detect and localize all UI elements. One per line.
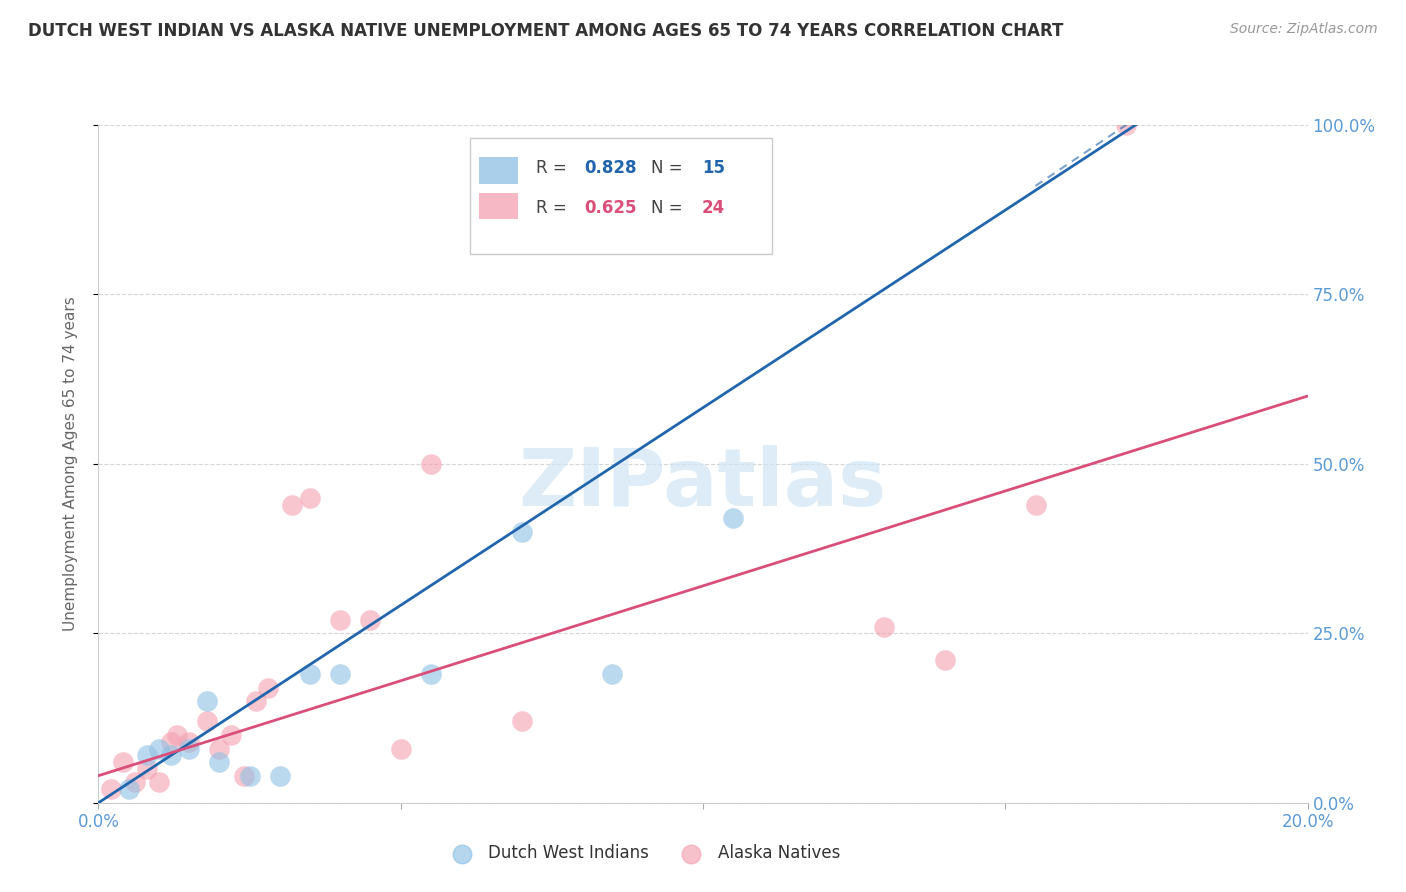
Text: N =: N = — [651, 199, 688, 218]
FancyBboxPatch shape — [479, 157, 517, 184]
Point — [299, 491, 322, 505]
Point — [135, 762, 157, 776]
Point — [420, 457, 443, 471]
Text: 15: 15 — [702, 159, 724, 177]
Point — [1024, 498, 1046, 512]
Text: ZIPatlas: ZIPatlas — [519, 445, 887, 524]
Point — [100, 782, 122, 797]
Point — [160, 735, 183, 749]
Point — [148, 775, 170, 789]
Point — [179, 741, 201, 756]
Point — [420, 667, 443, 681]
Point — [360, 613, 382, 627]
Point — [232, 769, 254, 783]
Point — [118, 782, 141, 797]
Point — [245, 694, 267, 708]
Point — [148, 741, 170, 756]
Point — [221, 728, 243, 742]
Point — [166, 728, 188, 742]
FancyBboxPatch shape — [470, 138, 772, 253]
Text: N =: N = — [651, 159, 688, 177]
Text: R =: R = — [536, 199, 572, 218]
Point — [329, 667, 352, 681]
Point — [281, 498, 304, 512]
Point — [329, 613, 352, 627]
Point — [299, 667, 322, 681]
Point — [1115, 118, 1137, 132]
Text: R =: R = — [536, 159, 572, 177]
FancyBboxPatch shape — [479, 193, 517, 219]
Point — [256, 681, 278, 695]
Point — [510, 524, 533, 539]
Point — [510, 714, 533, 729]
Point — [160, 748, 183, 763]
Point — [195, 694, 218, 708]
Text: 0.625: 0.625 — [585, 199, 637, 218]
Point — [179, 735, 201, 749]
Point — [389, 741, 412, 756]
Point — [208, 755, 231, 769]
Legend: Dutch West Indians, Alaska Natives: Dutch West Indians, Alaska Natives — [439, 838, 846, 869]
Text: DUTCH WEST INDIAN VS ALASKA NATIVE UNEMPLOYMENT AMONG AGES 65 TO 74 YEARS CORREL: DUTCH WEST INDIAN VS ALASKA NATIVE UNEMP… — [28, 22, 1063, 40]
Text: Source: ZipAtlas.com: Source: ZipAtlas.com — [1230, 22, 1378, 37]
Point — [195, 714, 218, 729]
Point — [239, 769, 262, 783]
Point — [124, 775, 146, 789]
Point — [111, 755, 134, 769]
Point — [602, 667, 624, 681]
Point — [135, 748, 157, 763]
Point — [873, 619, 896, 633]
Y-axis label: Unemployment Among Ages 65 to 74 years: Unemployment Among Ages 65 to 74 years — [63, 296, 77, 632]
Point — [269, 769, 291, 783]
Point — [934, 653, 956, 667]
Text: 0.828: 0.828 — [585, 159, 637, 177]
Point — [208, 741, 231, 756]
Point — [723, 511, 745, 525]
Text: 24: 24 — [702, 199, 725, 218]
